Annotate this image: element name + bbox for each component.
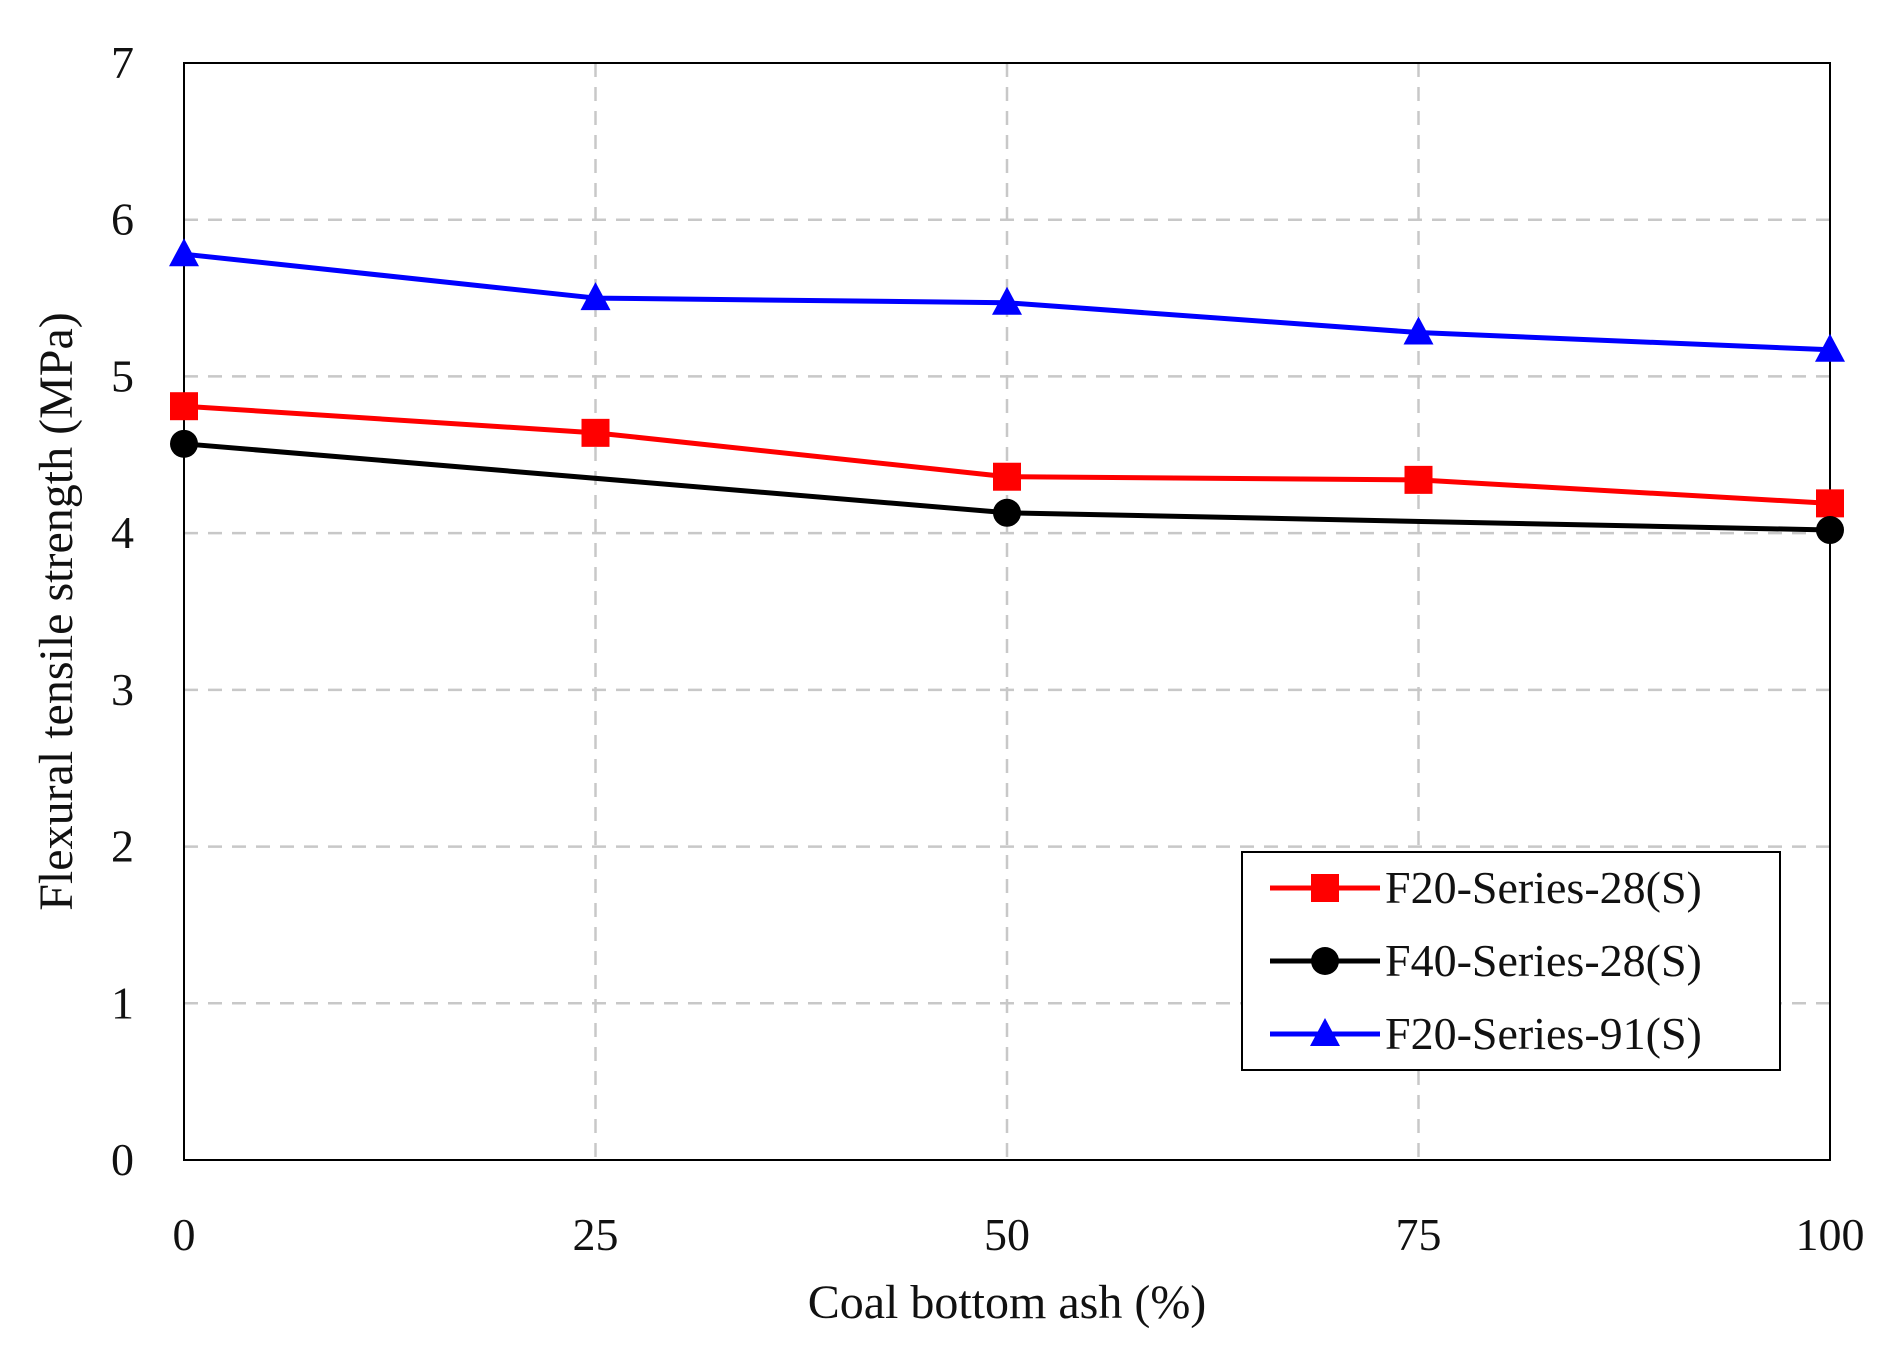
y-tick-label: 5: [111, 350, 134, 401]
data-point: [993, 462, 1021, 491]
legend-item: F20-Series-28(S): [1270, 862, 1702, 913]
y-tick-label: 4: [111, 507, 134, 558]
legend-item: F20-Series-91(S): [1270, 1008, 1702, 1059]
data-point: [1816, 516, 1844, 545]
x-tick-label: 0: [173, 1209, 196, 1260]
legend-label: F20-Series-91(S): [1385, 1008, 1702, 1059]
series-layer: [169, 238, 1845, 545]
series-1: [170, 429, 1844, 545]
data-point: [992, 286, 1022, 315]
data-point: [993, 498, 1021, 527]
legend-label: F20-Series-28(S): [1385, 862, 1702, 913]
x-tick-label: 75: [1396, 1209, 1442, 1260]
y-tick-label: 1: [111, 977, 134, 1028]
data-point: [581, 418, 610, 447]
y-axis-title: Flexural tensile strength (MPa): [30, 312, 83, 911]
y-tick-label: 2: [111, 821, 134, 872]
x-axis-title: Coal bottom ash (%): [808, 1276, 1207, 1329]
y-tick-label: 6: [111, 194, 134, 245]
data-point: [169, 238, 199, 267]
legend-item: F40-Series-28(S): [1270, 935, 1702, 986]
x-tick-label: 50: [984, 1209, 1030, 1260]
data-point: [170, 429, 198, 458]
data-point: [1404, 465, 1433, 494]
plot-frame: [183, 62, 1831, 1161]
x-tick-label: 100: [1796, 1209, 1865, 1260]
axis-ticks: 0 1 2 3 4 5 6 7 0 25 50 75 100: [111, 37, 1865, 1260]
legend-marker: [1311, 947, 1339, 975]
legend-marker: [1311, 874, 1339, 902]
data-point: [170, 392, 198, 421]
data-point: [1403, 316, 1434, 345]
series-0: [170, 392, 1844, 518]
data-point: [1815, 333, 1845, 362]
x-tick-label: 25: [573, 1209, 619, 1260]
series-2: [169, 238, 1845, 362]
data-point: [1816, 489, 1844, 518]
data-point: [580, 282, 611, 311]
y-tick-label: 3: [111, 664, 134, 715]
legend-marker: [1310, 1018, 1340, 1046]
grid: [184, 63, 1830, 1160]
y-tick-label: 7: [111, 37, 134, 88]
y-tick-label: 0: [111, 1134, 134, 1185]
legend: F20-Series-28(S) F40-Series-28(S) F20-Seri…: [1241, 851, 1781, 1071]
legend-label: F40-Series-28(S): [1385, 935, 1702, 986]
